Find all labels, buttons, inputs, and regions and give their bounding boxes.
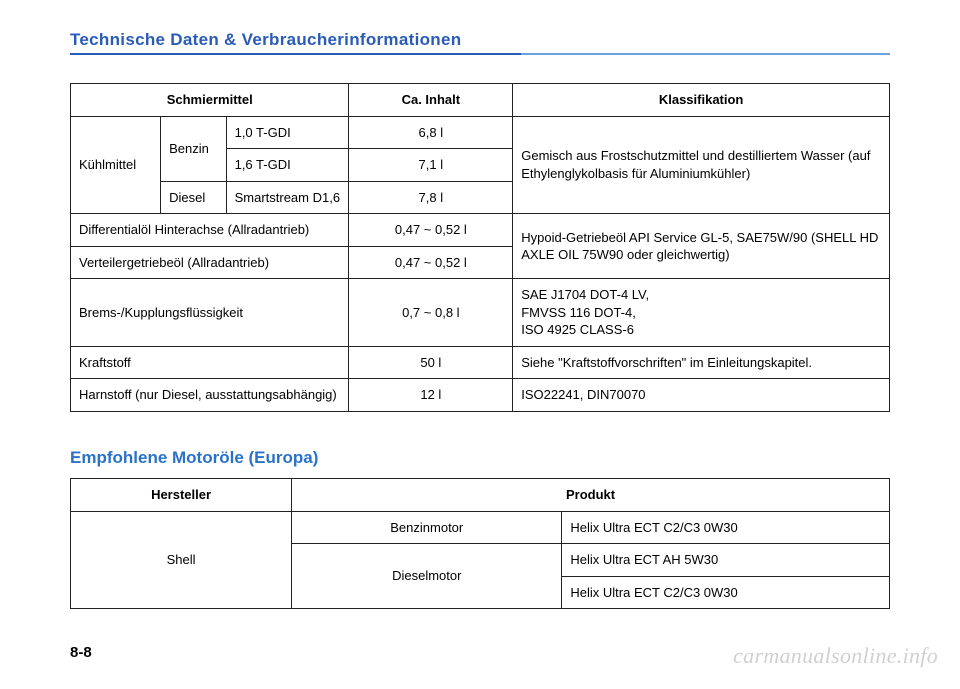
lubricants-table: Schmiermittel Ca. Inhalt Klassifikation … <box>70 83 890 412</box>
cell-class: Gemisch aus Frostschutzmittel und destil… <box>513 116 890 214</box>
cell-volume: 7,8 l <box>349 181 513 214</box>
page-number: 8-8 <box>70 644 92 661</box>
col-header-volume: Ca. Inhalt <box>349 84 513 117</box>
cell-coolant: Kühlmittel <box>71 116 161 214</box>
cell-engine: Smartstream D1,6 <box>226 181 349 214</box>
cell-volume: 7,1 l <box>349 149 513 182</box>
cell-product: Helix Ultra ECT C2/C3 0W30 <box>562 576 890 609</box>
page-header: Technische Daten & Verbraucherinformatio… <box>70 30 890 53</box>
cell-product: Helix Ultra ECT AH 5W30 <box>562 544 890 577</box>
table-row: Hersteller Produkt <box>71 479 890 512</box>
col-header-class: Klassifikation <box>513 84 890 117</box>
table-row: Kraftstoff 50 l Siehe "Kraftstoffvorschr… <box>71 346 890 379</box>
cell-motor-type: Dieselmotor <box>292 544 562 609</box>
cell-mfr: Shell <box>71 511 292 609</box>
oils-section-title: Empfohlene Motoröle (Europa) <box>70 448 890 468</box>
cell-benzin: Benzin <box>161 116 227 181</box>
table-row: Brems-/Kupplungsflüssigkeit 0,7 ~ 0,8 l … <box>71 279 890 347</box>
table-row: Differentialöl Hinterachse (Allradantrie… <box>71 214 890 247</box>
cell-class: ISO22241, DIN70070 <box>513 379 890 412</box>
cell-volume: 0,7 ~ 0,8 l <box>349 279 513 347</box>
cell-name: Verteilergetriebeöl (Allradantrieb) <box>71 246 349 279</box>
cell-class: SAE J1704 DOT-4 LV, FMVSS 116 DOT-4, ISO… <box>513 279 890 347</box>
col-header-mfr: Hersteller <box>71 479 292 512</box>
oils-table: Hersteller Produkt Shell Benzinmotor Hel… <box>70 478 890 609</box>
cell-product: Helix Ultra ECT C2/C3 0W30 <box>562 511 890 544</box>
table-row: Kühlmittel Benzin 1,0 T-GDI 6,8 l Gemisc… <box>71 116 890 149</box>
cell-name: Harnstoff (nur Diesel, ausstattungsabhän… <box>71 379 349 412</box>
cell-volume: 0,47 ~ 0,52 l <box>349 246 513 279</box>
cell-volume: 50 l <box>349 346 513 379</box>
col-header-prod: Produkt <box>292 479 890 512</box>
cell-volume: 6,8 l <box>349 116 513 149</box>
cell-class: Hypoid-Getriebeöl API Service GL-5, SAE7… <box>513 214 890 279</box>
cell-engine: 1,6 T-GDI <box>226 149 349 182</box>
cell-engine: 1,0 T-GDI <box>226 116 349 149</box>
cell-volume: 12 l <box>349 379 513 412</box>
table-row: Schmiermittel Ca. Inhalt Klassifikation <box>71 84 890 117</box>
col-header-lubricant: Schmiermittel <box>71 84 349 117</box>
cell-volume: 0,47 ~ 0,52 l <box>349 214 513 247</box>
cell-diesel: Diesel <box>161 181 227 214</box>
cell-name: Brems-/Kupplungsflüssigkeit <box>71 279 349 347</box>
cell-name: Differentialöl Hinterachse (Allradantrie… <box>71 214 349 247</box>
cell-class: Siehe "Kraftstoffvorschriften" im Einlei… <box>513 346 890 379</box>
cell-name: Kraftstoff <box>71 346 349 379</box>
table-row: Harnstoff (nur Diesel, ausstattungsabhän… <box>71 379 890 412</box>
cell-motor-type: Benzinmotor <box>292 511 562 544</box>
table-row: Shell Benzinmotor Helix Ultra ECT C2/C3 … <box>71 511 890 544</box>
watermark: carmanualsonline.info <box>733 643 938 669</box>
header-rule <box>70 53 890 55</box>
